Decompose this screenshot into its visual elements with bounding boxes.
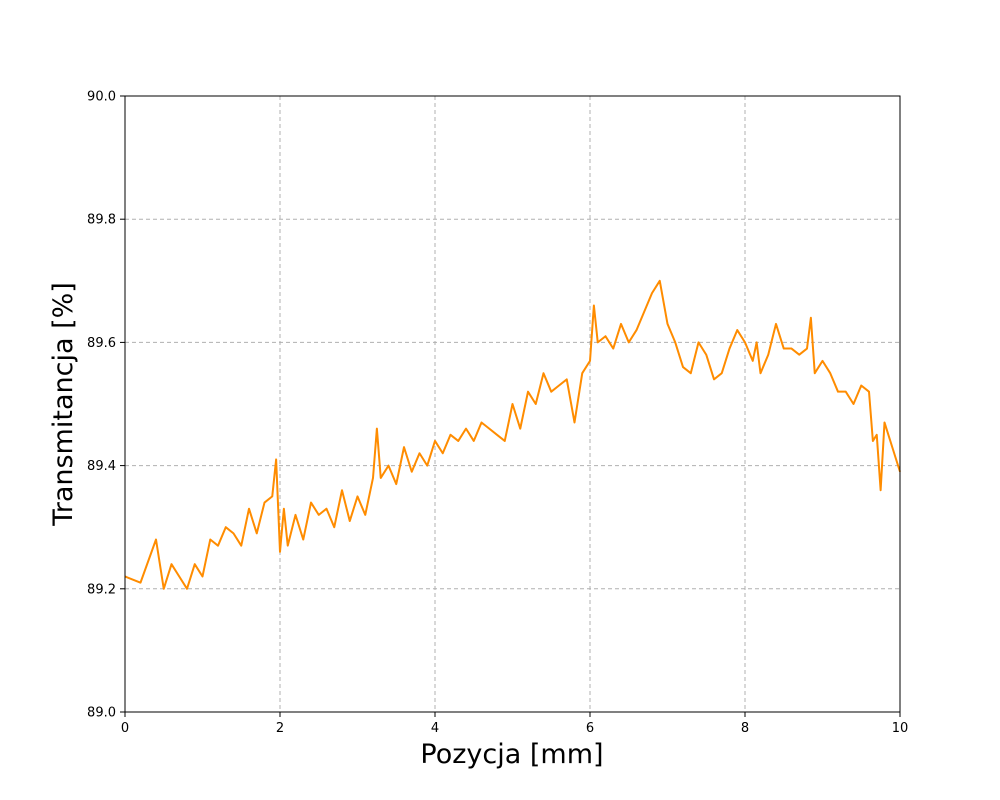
plot-area [124, 279, 901, 590]
y-tick-label: 90.0 [87, 90, 116, 105]
y-tick-label: 89.0 [87, 706, 116, 721]
y-axis-label: Transmitancja [%] [48, 282, 79, 527]
y-tick-label: 89.4 [87, 459, 116, 474]
x-tick-label: 10 [892, 721, 909, 736]
x-tick-label: 0 [121, 721, 129, 736]
series-line [124, 279, 901, 590]
x-axis-label: Pozycja [mm] [420, 739, 603, 770]
y-tick-label: 89.6 [87, 336, 116, 351]
axis-ticks: 0 2 4 6 8 10 89.0 89.2 89.4 89.6 89.8 90.0 [87, 90, 908, 737]
y-tick-label: 89.2 [87, 582, 116, 597]
y-tick-label: 89.8 [87, 213, 116, 228]
x-tick-label: 2 [276, 721, 284, 736]
x-tick-label: 6 [586, 721, 594, 736]
x-tick-label: 8 [741, 721, 749, 736]
x-tick-label: 4 [431, 721, 439, 736]
axes-frame [124, 95, 901, 713]
